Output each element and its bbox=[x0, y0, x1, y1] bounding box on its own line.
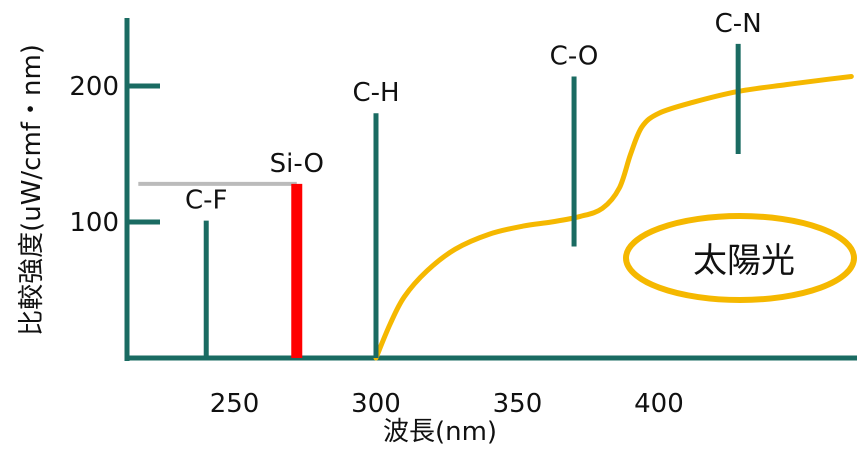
sunlight-annotation-label: 太陽光 bbox=[693, 241, 795, 281]
bond-label-c-n: C-N bbox=[715, 9, 762, 39]
y-tick-label: 200 bbox=[69, 72, 119, 102]
bond-lines-layer bbox=[203, 43, 741, 358]
x-tick-label: 400 bbox=[634, 389, 684, 419]
bond-label-c-f: C-F bbox=[185, 186, 228, 216]
axes bbox=[124, 18, 857, 361]
bond-label-c-o: C-O bbox=[550, 41, 599, 71]
bond-label-c-h: C-H bbox=[352, 78, 399, 108]
bond-labels-layer: C-F Si-O C-H C-O C-N bbox=[185, 9, 762, 216]
x-axis-label: 波長(nm) bbox=[383, 417, 497, 447]
x-tick-label: 350 bbox=[493, 389, 543, 419]
y-axis-label: 比較強度(uW/cmf・nm) bbox=[17, 44, 47, 336]
bond-label-si-o: Si-O bbox=[270, 149, 324, 179]
sunlight-annotation-ellipse bbox=[623, 213, 857, 303]
tick-labels-layer: 100 200 250 300 350 400 bbox=[69, 72, 683, 419]
x-tick-label: 250 bbox=[210, 389, 260, 419]
x-tick-label: 300 bbox=[351, 389, 401, 419]
y-tick-label: 100 bbox=[69, 208, 119, 238]
